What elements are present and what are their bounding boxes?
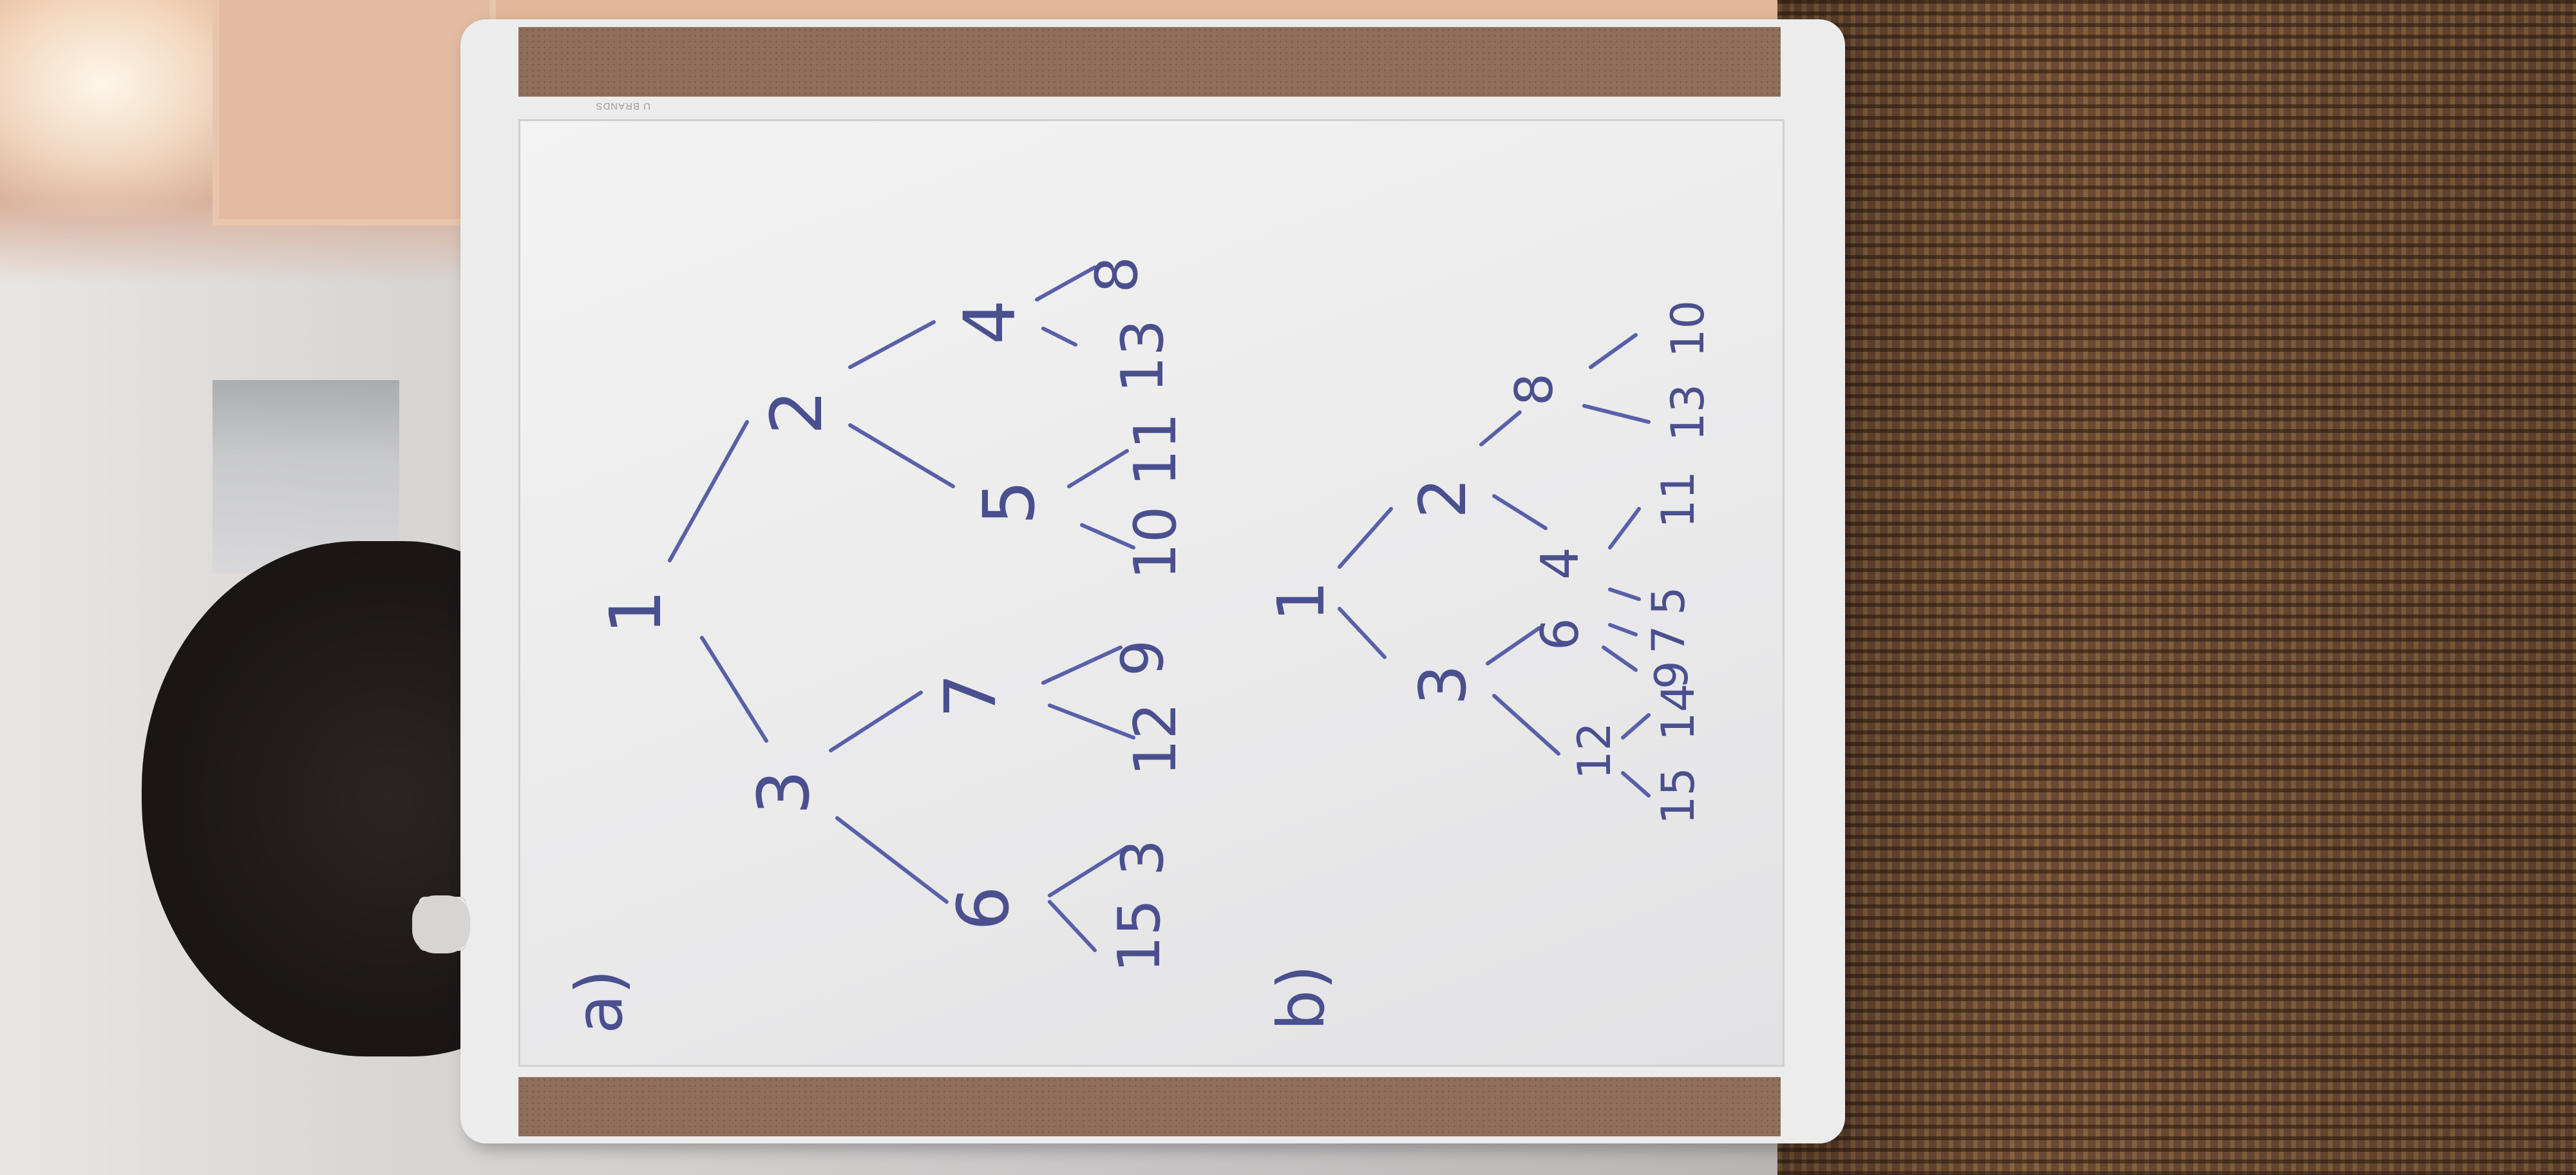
edge-a-7-12	[1048, 703, 1135, 740]
node-a-3-leaf: 3	[1109, 839, 1177, 876]
label-part-b: b)	[1264, 965, 1339, 1031]
node-b-6: 6	[1530, 618, 1590, 651]
tree-a-nodes: a) 1 3 2 6 7 5 4 15 3 12 9 10 11 13 8	[562, 256, 1189, 1034]
couch-fabric	[1777, 0, 2576, 1175]
edge-a-1-2	[668, 420, 749, 562]
node-a-1: 1	[594, 589, 677, 635]
node-a-9: 9	[1109, 640, 1177, 676]
node-a-15: 15	[1106, 899, 1173, 973]
node-a-4: 4	[949, 300, 1031, 345]
node-a-7: 7	[929, 673, 1012, 718]
node-a-13: 13	[1109, 319, 1177, 393]
edge-b-2-8	[1479, 410, 1522, 446]
door-frame	[213, 0, 496, 225]
tree-b-nodes: b) 1 3 2 6 4 8 12 15 14 9 7 5 11 13 10	[1264, 300, 1714, 1031]
node-a-2: 2	[755, 390, 838, 435]
node-b-15: 15	[1652, 767, 1705, 825]
cork-strip-top	[518, 27, 1781, 97]
node-b-12: 12	[1568, 722, 1621, 779]
node-b-10: 10	[1662, 300, 1714, 358]
tree-b-edges	[1338, 333, 1651, 798]
node-b-5: 5	[1642, 586, 1695, 615]
node-b-14: 14	[1652, 683, 1705, 741]
node-b-1: 1	[1264, 580, 1339, 622]
edge-b-6-9	[1602, 645, 1638, 672]
edge-b-8-13	[1582, 404, 1651, 424]
edge-a-2-5	[848, 423, 955, 488]
node-a-11: 11	[1122, 412, 1189, 486]
node-a-12: 12	[1122, 702, 1189, 776]
node-b-13: 13	[1662, 384, 1714, 441]
edge-b-12-15	[1621, 771, 1651, 798]
edge-a-4-8	[1035, 265, 1097, 301]
node-b-8: 8	[1504, 373, 1564, 406]
node-a-5: 5	[968, 480, 1050, 525]
edge-a-3-6	[835, 816, 949, 904]
edge-b-2-4	[1492, 494, 1548, 530]
node-b-2: 2	[1405, 477, 1481, 519]
edge-b-6-7	[1608, 623, 1638, 636]
whiteboard-surface	[518, 119, 1785, 1067]
edge-b-8-10	[1589, 333, 1638, 369]
edge-a-5-10	[1080, 523, 1135, 549]
couch-shadow	[1777, 0, 2576, 1175]
edge-a-5-11	[1067, 449, 1129, 488]
edge-a-6-3	[1048, 845, 1129, 897]
node-a-3: 3	[743, 770, 825, 815]
node-b-3: 3	[1405, 664, 1481, 705]
node-a-8: 8	[1083, 256, 1151, 293]
tree-a-edges	[668, 265, 1135, 952]
node-a-6: 6	[942, 886, 1025, 931]
cork-strip-bottom	[518, 1077, 1781, 1136]
edge-b-4-5	[1608, 588, 1641, 601]
edge-b-1-3	[1338, 607, 1387, 659]
edge-a-3-7	[829, 691, 923, 752]
node-b-7: 7	[1642, 625, 1695, 654]
node-b-4: 4	[1530, 547, 1590, 580]
edge-a-6-15	[1048, 900, 1097, 952]
edge-b-1-2	[1338, 507, 1393, 569]
edge-b-12-14	[1621, 713, 1651, 740]
edge-b-3-12	[1492, 694, 1560, 756]
person-ear	[412, 895, 470, 953]
edge-a-7-9	[1041, 645, 1122, 685]
edge-b-3-6	[1486, 626, 1541, 665]
node-b-9: 9	[1645, 660, 1698, 689]
edge-a-2-4	[848, 320, 936, 369]
label-part-a: a)	[562, 970, 637, 1034]
edge-b-4-11	[1608, 507, 1641, 549]
edge-a-1-3	[700, 636, 768, 743]
node-a-10: 10	[1122, 506, 1189, 580]
edge-a-4-13	[1041, 327, 1077, 347]
node-b-11: 11	[1652, 471, 1705, 528]
